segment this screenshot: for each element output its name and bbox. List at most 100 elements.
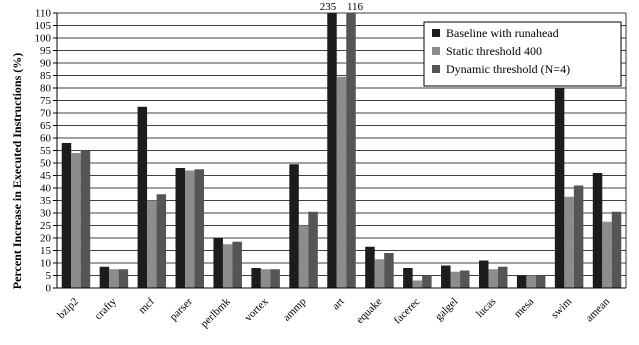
- y-tick-label: 0: [46, 283, 52, 295]
- y-axis-label: Percent Increase in Executed Instruction…: [10, 53, 24, 290]
- bars: [61, 13, 622, 288]
- bar: [554, 88, 565, 288]
- y-tick-label: 55: [40, 145, 52, 157]
- x-tick-label: facerec: [392, 296, 423, 327]
- bar: [61, 143, 72, 288]
- bar: [185, 170, 195, 288]
- bar: [497, 266, 508, 288]
- bar: [118, 269, 129, 288]
- bar: [222, 244, 233, 288]
- x-tick-label: parser: [167, 295, 195, 323]
- legend-swatch: [432, 47, 440, 55]
- bar: [213, 238, 223, 288]
- y-tick-label: 40: [40, 183, 52, 195]
- bar: [251, 268, 261, 288]
- bar: [80, 150, 91, 288]
- bar: [194, 169, 205, 288]
- bar: [526, 275, 536, 288]
- x-tick-label: art: [330, 296, 347, 313]
- bar: [573, 185, 584, 288]
- bar: [270, 269, 280, 288]
- x-tick-labels: bzip2 crafty mcf parser perlbmk vortex ammp art…: [55, 295, 612, 330]
- y-tick-label: 35: [40, 195, 52, 207]
- bar: [441, 265, 451, 288]
- bar: [564, 196, 574, 288]
- y-tick-label: 45: [40, 170, 52, 182]
- legend-label: Static threshold 400: [446, 44, 542, 58]
- bar: [516, 275, 527, 288]
- bar: [611, 211, 622, 288]
- y-tick-label: 105: [35, 20, 52, 32]
- x-tick-label: vortex: [242, 295, 271, 324]
- bar: [175, 168, 186, 288]
- y-tick-label: 20: [40, 233, 52, 245]
- bar: [346, 13, 356, 288]
- bar: [336, 76, 347, 288]
- y-tick-label: 75: [40, 95, 52, 107]
- bar: [412, 280, 423, 288]
- bar: [232, 241, 242, 288]
- bar: [298, 225, 309, 288]
- x-tick-label: lucas: [474, 296, 498, 320]
- legend-swatch: [432, 65, 440, 73]
- x-tick-label: mesa: [512, 296, 537, 321]
- bar: [289, 164, 299, 288]
- axes: [53, 12, 627, 289]
- y-tick-label: 85: [40, 70, 52, 82]
- value-label: 235: [320, 1, 337, 13]
- bar: [147, 200, 157, 288]
- bar: [308, 211, 318, 288]
- x-tick-label: equake: [354, 296, 385, 327]
- x-tick-label: bzip2: [55, 296, 81, 322]
- x-tick-label: perlbmk: [198, 295, 233, 330]
- y-tick-label: 50: [40, 158, 52, 170]
- y-tick-label: 65: [40, 120, 52, 132]
- bar: [71, 153, 81, 288]
- bar: [422, 275, 432, 288]
- bar: [602, 221, 612, 288]
- y-tick-label: 80: [40, 83, 52, 95]
- x-tick-label: ammp: [281, 295, 309, 323]
- y-tick-label: 25: [40, 220, 52, 232]
- bar: [460, 270, 470, 288]
- bar: [156, 194, 167, 288]
- bar: [137, 106, 148, 288]
- value-labels: 235 116: [320, 1, 364, 13]
- y-tick-label: 60: [40, 133, 52, 145]
- y-tick-label: 95: [40, 45, 52, 57]
- bar: [478, 260, 489, 288]
- legend-box: [423, 21, 622, 87]
- y-tick-label: 90: [40, 58, 52, 70]
- bar: [99, 266, 110, 288]
- y-tick-label: 100: [35, 33, 52, 45]
- x-tick-label: swim: [549, 295, 575, 321]
- bar: [109, 269, 119, 288]
- y-tick-label: 70: [40, 108, 52, 120]
- legend: Baseline with runahead Static threshold 4…: [423, 21, 622, 87]
- legend-label: Baseline with runahead: [446, 26, 559, 40]
- legend-label: Dynamic threshold (N=4): [446, 62, 570, 76]
- bar: [403, 268, 413, 288]
- bar: [535, 275, 546, 288]
- x-tick-label: crafty: [92, 295, 119, 322]
- bar: [327, 13, 337, 288]
- bar: [384, 253, 394, 288]
- value-label: 116: [347, 1, 364, 13]
- x-tick-label: mcf: [136, 295, 157, 316]
- bar: [450, 271, 461, 288]
- x-tick-label: galgel: [433, 296, 460, 323]
- bar: [365, 246, 375, 288]
- y-tick-label: 15: [40, 245, 52, 257]
- bar: [374, 259, 385, 288]
- bar: [592, 173, 603, 288]
- bar: [488, 269, 498, 288]
- y-tick-label: 10: [40, 258, 52, 270]
- y-tick-label: 5: [46, 270, 52, 282]
- x-tick-label: amean: [583, 295, 612, 324]
- y-tick-label: 110: [35, 8, 52, 20]
- y-tick-labels: 0510152025303540455055606570758085909510…: [35, 8, 52, 295]
- bar: [260, 269, 271, 288]
- y-tick-label: 30: [40, 208, 52, 220]
- legend-swatch: [432, 29, 440, 37]
